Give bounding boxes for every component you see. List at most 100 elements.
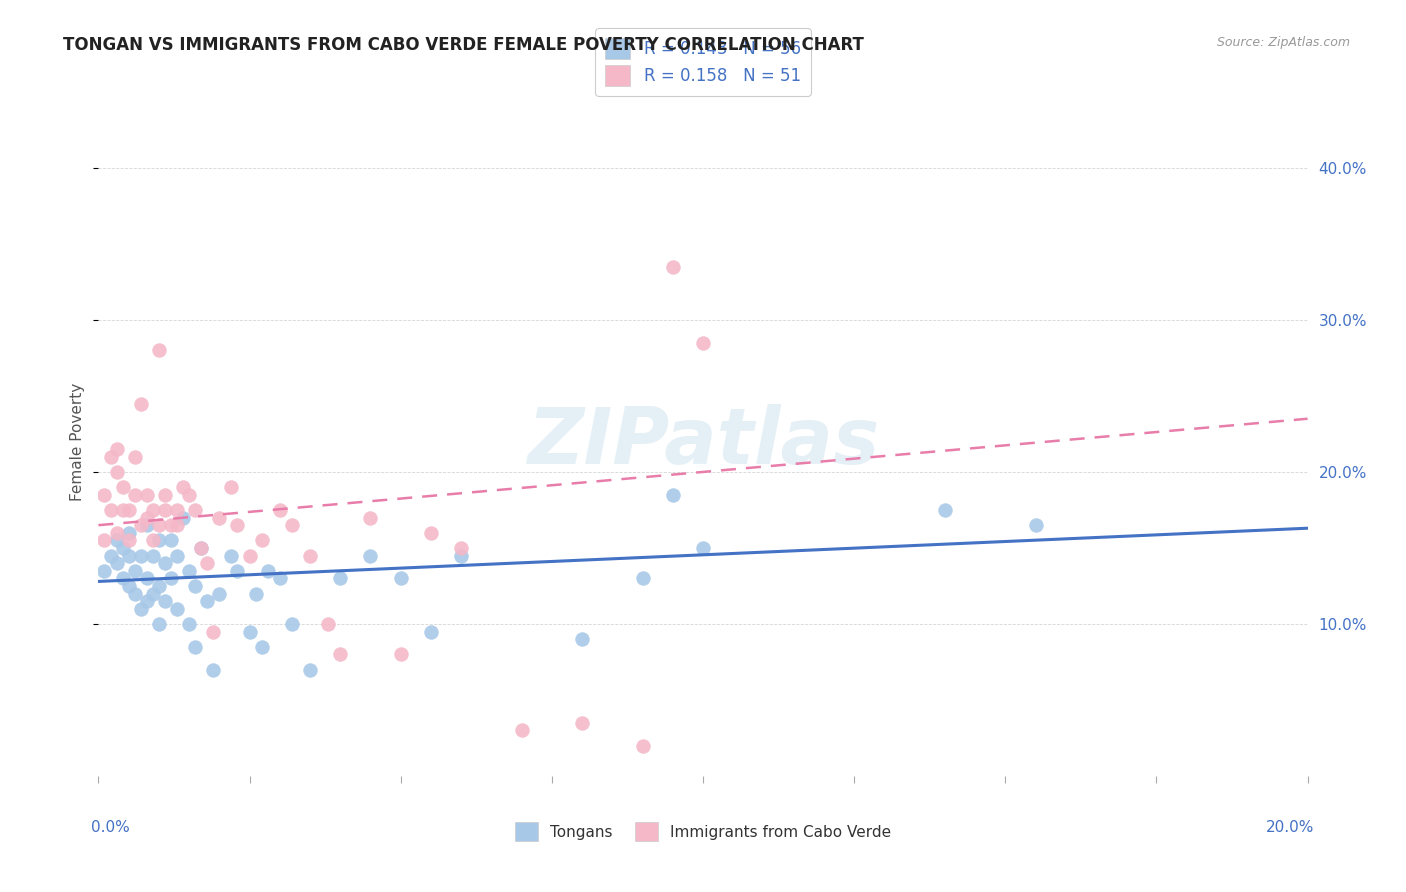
Point: [179, 564, 201, 578]
Point: [1024, 518, 1046, 533]
Point: [148, 518, 170, 533]
Point: [142, 533, 165, 548]
Point: [142, 586, 165, 600]
Y-axis label: Female Poverty: Female Poverty: [70, 383, 86, 500]
Point: [389, 571, 412, 585]
Point: [129, 549, 152, 563]
Point: [166, 518, 188, 533]
Point: [571, 715, 593, 730]
Point: [184, 503, 207, 517]
Point: [571, 632, 593, 647]
Text: TONGAN VS IMMIGRANTS FROM CABO VERDE FEMALE POVERTY CORRELATION CHART: TONGAN VS IMMIGRANTS FROM CABO VERDE FEM…: [63, 36, 865, 54]
Point: [239, 624, 262, 639]
Point: [135, 510, 157, 524]
Point: [124, 488, 146, 502]
Point: [450, 549, 472, 563]
Point: [631, 739, 654, 753]
Point: [111, 541, 134, 555]
Point: [105, 442, 128, 457]
Point: [100, 450, 122, 464]
Point: [250, 640, 273, 654]
Point: [160, 533, 183, 548]
Point: [184, 579, 207, 593]
Point: [221, 480, 243, 494]
Point: [420, 525, 443, 540]
Point: [153, 488, 176, 502]
Point: [245, 586, 267, 600]
Point: [166, 601, 188, 615]
Point: [239, 549, 262, 563]
Point: [135, 594, 157, 608]
Point: [360, 549, 382, 563]
Point: [105, 525, 128, 540]
Point: [190, 541, 212, 555]
Legend: Tongans, Immigrants from Cabo Verde: Tongans, Immigrants from Cabo Verde: [508, 814, 898, 848]
Point: [360, 510, 382, 524]
Point: [256, 564, 278, 578]
Point: [118, 579, 141, 593]
Point: [299, 663, 322, 677]
Point: [692, 541, 714, 555]
Point: [208, 510, 231, 524]
Point: [195, 556, 218, 570]
Point: [100, 503, 122, 517]
Point: [269, 571, 291, 585]
Point: [389, 648, 412, 662]
Point: [135, 488, 157, 502]
Point: [148, 579, 170, 593]
Point: [166, 503, 188, 517]
Point: [129, 518, 152, 533]
Point: [934, 503, 956, 517]
Point: [105, 533, 128, 548]
Point: [510, 723, 533, 738]
Point: [135, 571, 157, 585]
Point: [329, 571, 352, 585]
Point: [111, 480, 134, 494]
Point: [93, 533, 115, 548]
Point: [195, 594, 218, 608]
Point: [129, 396, 152, 410]
Text: Source: ZipAtlas.com: Source: ZipAtlas.com: [1216, 36, 1350, 49]
Point: [111, 571, 134, 585]
Point: [184, 640, 207, 654]
Point: [105, 465, 128, 479]
Point: [93, 488, 115, 502]
Point: [450, 541, 472, 555]
Text: 20.0%: 20.0%: [1267, 821, 1315, 835]
Point: [105, 556, 128, 570]
Point: [93, 564, 115, 578]
Point: [269, 503, 291, 517]
Point: [118, 549, 141, 563]
Point: [316, 617, 339, 632]
Point: [148, 617, 170, 632]
Point: [100, 549, 122, 563]
Point: [153, 594, 176, 608]
Point: [661, 260, 683, 274]
Point: [281, 518, 304, 533]
Point: [160, 518, 183, 533]
Point: [250, 533, 273, 548]
Point: [160, 571, 183, 585]
Point: [124, 450, 146, 464]
Text: ZIPatlas: ZIPatlas: [527, 403, 879, 480]
Point: [661, 488, 683, 502]
Point: [135, 518, 157, 533]
Point: [111, 503, 134, 517]
Point: [692, 335, 714, 350]
Point: [148, 343, 170, 358]
Point: [118, 533, 141, 548]
Point: [172, 480, 194, 494]
Point: [631, 571, 654, 585]
Point: [142, 549, 165, 563]
Point: [172, 510, 194, 524]
Point: [329, 648, 352, 662]
Point: [142, 503, 165, 517]
Point: [148, 533, 170, 548]
Point: [179, 488, 201, 502]
Point: [179, 617, 201, 632]
Point: [153, 556, 176, 570]
Point: [226, 564, 249, 578]
Point: [281, 617, 304, 632]
Point: [420, 624, 443, 639]
Point: [166, 549, 188, 563]
